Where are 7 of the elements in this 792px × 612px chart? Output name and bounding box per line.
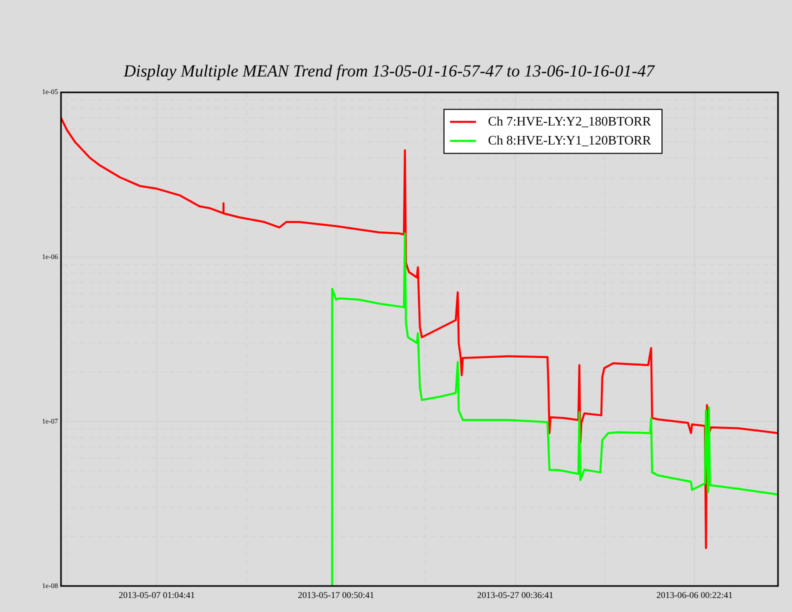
chart-title: Display Multiple MEAN Trend from 13-05-01-16-57-47 to 13-06-10-16-01-47 — [122, 62, 656, 81]
x-tick-label: 2013-05-07 01:04:41 — [118, 590, 195, 600]
legend-label: Ch 7:HVE-LY:Y2_180BTORR — [488, 113, 652, 128]
x-tick-label: 2013-05-27 00:36:41 — [477, 590, 554, 600]
legend-label: Ch 8:HVE-LY:Y1_120BTORR — [488, 132, 652, 148]
x-tick-label: 2013-06-06 00:22:41 — [656, 590, 733, 600]
x-tick-label: 2013-05-17 00:50:41 — [298, 590, 374, 600]
